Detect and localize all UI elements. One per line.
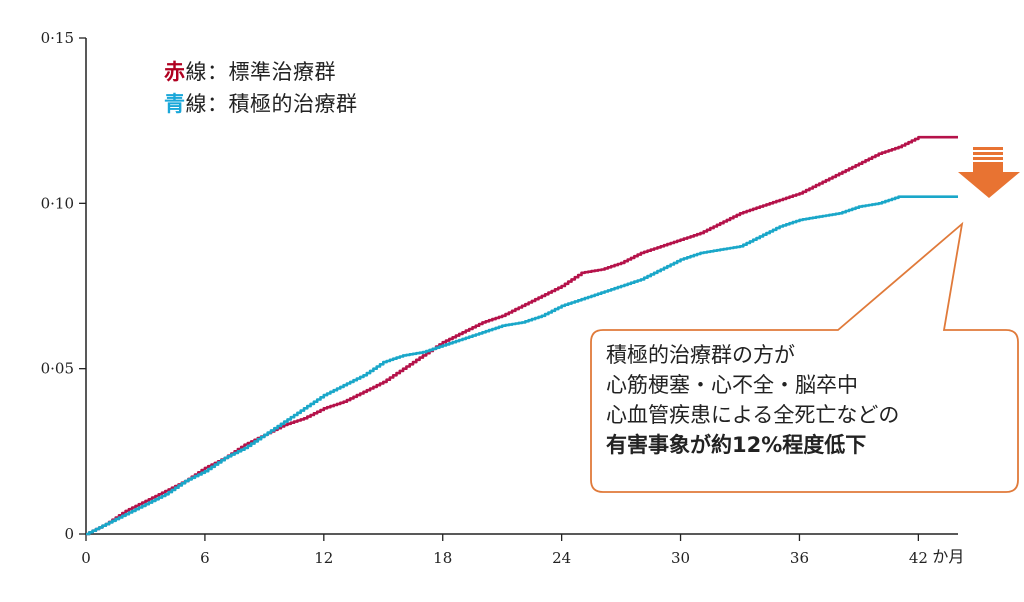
callout-box: [590, 221, 1019, 493]
x-tick-label: 24: [552, 549, 571, 567]
legend-blue: 青線：積極的治療群: [164, 88, 358, 118]
legend-red: 赤線：標準治療群: [164, 56, 336, 86]
x-tick-label: 0: [81, 549, 91, 567]
x-unit-label: か月: [932, 547, 964, 566]
down-arrow-icon: [958, 147, 1020, 198]
callout-line-3: 心血管疾患による全死亡などの: [606, 403, 900, 427]
legend-blue-key: 青: [164, 92, 186, 116]
annotations: [590, 147, 1020, 493]
x-tick-label: 12: [314, 549, 333, 567]
callout-text: 積極的治療群の方が 心筋梗塞・心不全・脳卒中 心血管疾患による全死亡などの 有害…: [606, 340, 1006, 460]
x-tick-label: 30: [671, 549, 690, 567]
legend-red-label: 線：標準治療群: [185, 60, 336, 84]
callout-line-2: 心筋梗塞・心不全・脳卒中: [606, 373, 858, 397]
x-tick-label: 6: [200, 549, 210, 567]
axes: 0 6 12 18 24 30 36 42 か月 0 0·05 0·10 0·15: [41, 29, 965, 567]
series-layer: [86, 135, 958, 536]
x-tick-label: 42: [909, 549, 928, 567]
y-tick-label: 0·10: [41, 194, 74, 212]
y-tick-label: 0·05: [41, 360, 74, 378]
legend-blue-label: 線：積極的治療群: [185, 92, 358, 116]
x-tick-label: 18: [433, 549, 452, 567]
x-tick-label: 36: [790, 549, 809, 567]
y-tick-label: 0·15: [41, 29, 74, 47]
series-line-intensive: [86, 195, 958, 536]
callout-line-1: 積極的治療群の方が: [606, 343, 795, 367]
callout-line-4: 有害事象が約12%程度低下: [606, 433, 867, 457]
y-tick-label: 0: [64, 525, 74, 543]
legend-red-key: 赤: [164, 60, 186, 84]
